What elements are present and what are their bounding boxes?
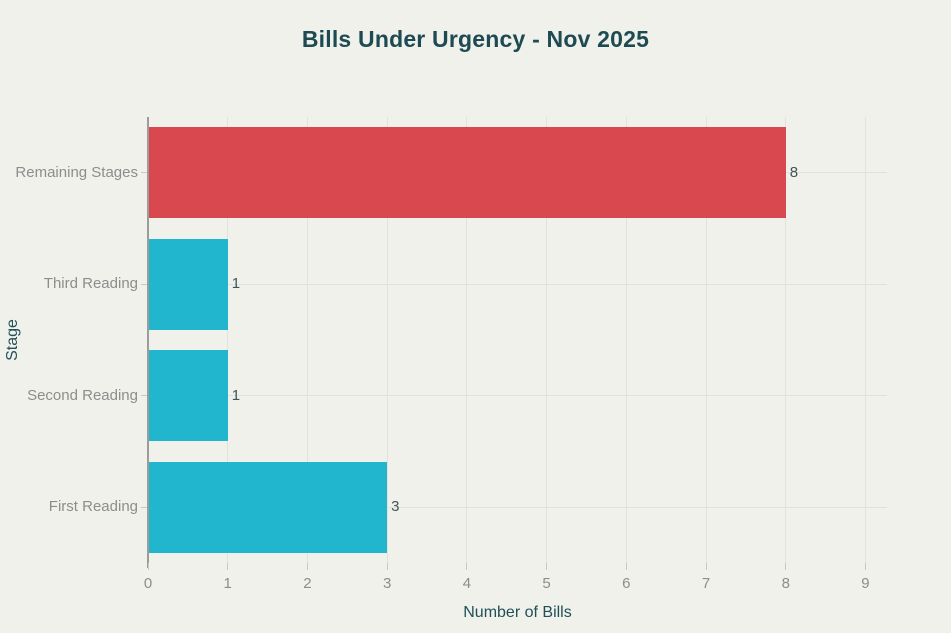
y-gridline bbox=[148, 395, 887, 397]
bar-value-label: 1 bbox=[231, 386, 241, 404]
category-label: Second Reading bbox=[27, 386, 138, 404]
x-tick-mark bbox=[466, 563, 468, 570]
x-tick-mark bbox=[705, 563, 707, 570]
bar-value-label: 3 bbox=[391, 498, 400, 516]
x-tick-label: 5 bbox=[542, 575, 551, 592]
x-gridline bbox=[227, 117, 229, 563]
y-tick-mark bbox=[141, 172, 147, 174]
x-tick-label: 3 bbox=[382, 575, 392, 592]
x-gridline bbox=[625, 117, 627, 563]
x-tick-label: 0 bbox=[143, 575, 153, 592]
bar-first-reading bbox=[148, 461, 388, 553]
x-gridline bbox=[864, 117, 866, 563]
x-gridline bbox=[785, 117, 787, 563]
x-gridline bbox=[466, 117, 468, 563]
bar-remaining-stages bbox=[148, 127, 786, 219]
y-tick-mark bbox=[141, 283, 147, 285]
x-tick-mark bbox=[625, 563, 627, 570]
x-tick-label: 1 bbox=[223, 575, 232, 592]
x-tick-label: 7 bbox=[701, 575, 711, 592]
x-tick-mark bbox=[306, 563, 308, 570]
x-gridline bbox=[386, 117, 388, 563]
x-tick-label: 2 bbox=[303, 575, 312, 592]
chart-title: Bills Under Urgency - Nov 2025 bbox=[301, 26, 650, 52]
category-label: Remaining Stages bbox=[15, 163, 138, 181]
y-gridline bbox=[148, 506, 887, 508]
bar-third-reading bbox=[148, 238, 228, 330]
x-tick-mark bbox=[386, 563, 388, 570]
x-tick-label: 6 bbox=[622, 575, 631, 592]
x-gridline bbox=[705, 117, 707, 563]
y-axis-line bbox=[146, 117, 149, 568]
x-tick-mark bbox=[227, 563, 229, 570]
y-tick-mark bbox=[141, 395, 147, 397]
x-tick-mark bbox=[147, 563, 149, 570]
x-gridline bbox=[306, 117, 308, 563]
x-tick-mark bbox=[785, 563, 787, 570]
category-label: Third Reading bbox=[43, 275, 138, 293]
y-tick-mark bbox=[141, 506, 147, 508]
x-tick-mark bbox=[546, 563, 548, 570]
y-gridline bbox=[148, 283, 887, 285]
bar-value-label: 1 bbox=[231, 275, 241, 293]
x-tick-mark bbox=[864, 563, 866, 570]
x-tick-label: 8 bbox=[781, 575, 790, 592]
bar-second-reading bbox=[148, 350, 228, 442]
x-gridline bbox=[546, 117, 548, 563]
x-tick-label: 9 bbox=[861, 575, 870, 592]
category-label: First Reading bbox=[48, 498, 138, 516]
x-tick-label: 4 bbox=[462, 575, 472, 592]
bar-value-label: 8 bbox=[789, 163, 799, 181]
x-axis-title: Number of Bills bbox=[463, 604, 572, 621]
